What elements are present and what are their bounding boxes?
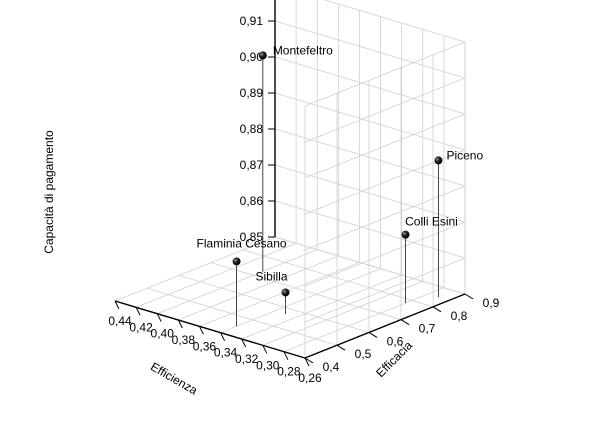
floor-grid-line	[210, 262, 402, 320]
wall-grid-line	[304, 113, 466, 179]
y-tick	[400, 319, 410, 326]
x-tick-label: 0,36	[193, 339, 217, 353]
wall-grid-line	[323, 0, 466, 43]
x-tick	[114, 300, 120, 310]
floor-grid-line	[241, 274, 402, 340]
point-label: Colli Esini	[405, 215, 458, 229]
axes	[114, 0, 474, 367]
wall-grid-line	[304, 221, 466, 287]
x-axis-title: Efficienza	[148, 360, 200, 398]
y-tick-label: 0,9	[483, 296, 500, 310]
y-tick-label: 0,8	[451, 309, 468, 323]
x-tick	[198, 326, 204, 335]
wall-grid-line	[304, 257, 466, 323]
y-tick-label: 0,7	[419, 322, 436, 336]
x-tick-label: 0,32	[235, 352, 259, 366]
point-label: Montefeltro	[273, 43, 333, 57]
data-point	[434, 156, 443, 165]
z-tick-label: 0,88	[240, 122, 264, 136]
x-tick	[262, 345, 268, 354]
y-tick	[464, 293, 474, 300]
y-tick	[432, 306, 442, 313]
point-label: Piceno	[446, 148, 483, 162]
floor-grid-line	[283, 287, 445, 353]
y-tick	[304, 357, 314, 364]
x-tick	[283, 351, 289, 360]
wall-grid-line	[304, 77, 466, 143]
floor-grid-line	[178, 255, 339, 321]
y-tick-label: 0,6	[387, 334, 404, 348]
wall-grid-line	[274, 92, 466, 151]
x-tick	[220, 332, 226, 341]
data-point	[232, 257, 241, 266]
z-tick-label: 0,86	[240, 194, 264, 208]
x-tick-label: 0,38	[172, 333, 196, 347]
x-tick-label: 0,44	[108, 314, 132, 328]
floor-grid-line	[199, 261, 360, 327]
x-tick	[177, 319, 183, 329]
x-axis-line	[114, 300, 306, 359]
y-tick-label: 0,4	[323, 360, 340, 374]
wall-grid-line	[274, 164, 466, 223]
x-tick	[241, 338, 247, 348]
data-point	[401, 230, 410, 239]
x-tick-label: 0,26	[298, 371, 322, 385]
x-tick-label: 0,28	[277, 365, 301, 379]
y-axis-line	[304, 293, 466, 359]
point-label: Flaminia Cesano	[197, 236, 287, 250]
x-tick-label: 0,42	[129, 320, 153, 334]
z-tick-label: 0,90	[240, 50, 264, 64]
z-tick-label: 0,87	[240, 158, 264, 172]
floor-grid-line	[157, 249, 318, 315]
z-tick-label: 0,91	[240, 14, 264, 28]
wall-grid-line	[304, 41, 466, 107]
data-point	[258, 51, 267, 60]
y-tick-label: 0,5	[355, 347, 372, 361]
x-tick-label: 0,40	[151, 327, 175, 341]
x-tick	[304, 357, 310, 367]
floor-grid-line	[262, 280, 423, 346]
floor-grid-line	[220, 268, 381, 334]
wall-grid-line	[274, 200, 466, 259]
point-label: Sibilla	[256, 269, 288, 283]
floor-grid-line	[114, 236, 276, 302]
z-tick-label: 0,89	[240, 86, 264, 100]
floor-grid-line	[178, 275, 370, 333]
y-tick	[336, 344, 346, 351]
x-tick	[135, 307, 141, 316]
grid	[114, 0, 466, 359]
wall-grid-line	[274, 56, 466, 115]
data-point	[281, 288, 290, 297]
floor-grid-line	[135, 242, 297, 308]
tick-labels: 0,260,280,300,320,340,360,380,400,420,44…	[108, 14, 500, 385]
x-tick-label: 0,34	[214, 346, 238, 360]
z-tick-label: 0,85	[240, 230, 264, 244]
x-tick	[156, 313, 162, 322]
wall-grid-line	[274, 236, 466, 295]
data-points: Montefeltro Piceno Colli Esini Flaminia Ces…	[197, 43, 483, 327]
y-tick	[368, 331, 378, 338]
z-axis-title: Capacità di pagamento	[42, 130, 56, 254]
x-tick-label: 0,30	[256, 358, 280, 372]
